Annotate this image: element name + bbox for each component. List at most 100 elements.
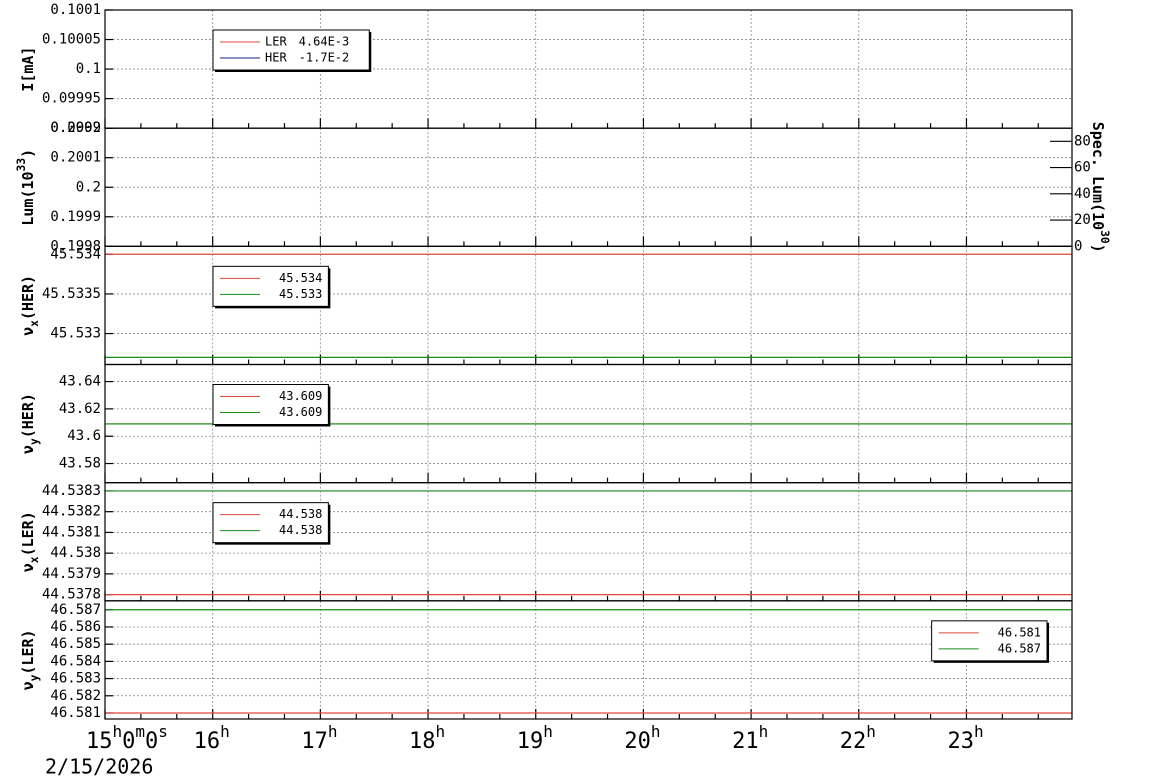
y2-axis-label: Spec. Lum(1030) bbox=[1090, 122, 1112, 253]
x-tick-label-part: h bbox=[651, 722, 661, 741]
x-tick-label-part: 16 bbox=[194, 729, 221, 754]
x-tick-label: 18h bbox=[409, 722, 445, 754]
y-tick-label: 44.5381 bbox=[42, 524, 101, 540]
y-axis-label-part: y bbox=[28, 674, 41, 681]
y-tick-label: 46.587 bbox=[50, 602, 101, 618]
x-tick-label-part: h bbox=[974, 722, 984, 741]
x-tick-label-part: h bbox=[866, 722, 876, 741]
x-tick-label-part: 20 bbox=[624, 729, 651, 754]
y-axis-label-part: y bbox=[28, 438, 41, 445]
legend-box bbox=[212, 265, 329, 307]
legend-value: 46.581 bbox=[998, 625, 1041, 639]
legend: LER 4.64E-3 HER -1.7E-2 bbox=[212, 29, 372, 72]
y-axis-label-part: (HER) bbox=[19, 275, 37, 320]
legend-value: 45.533 bbox=[279, 287, 322, 301]
x-tick-label: 22h bbox=[840, 722, 876, 754]
legend-value: 4.64E-3 bbox=[299, 35, 350, 49]
x-tick-label-part: 21 bbox=[732, 729, 759, 754]
y-tick-label: 0.1999 bbox=[50, 209, 101, 225]
y-tick-label: 46.586 bbox=[50, 619, 101, 635]
x-tick-label: 21h bbox=[732, 722, 768, 754]
y-tick-label: 43.62 bbox=[59, 401, 101, 417]
y-tick-label: 46.585 bbox=[50, 636, 101, 652]
x-tick-label-part: m bbox=[135, 722, 145, 741]
y-axis-label-part: x bbox=[28, 556, 41, 563]
y-axis-label-part: (LER) bbox=[19, 511, 37, 556]
y-axis-label: νy(LER) bbox=[19, 629, 41, 690]
y-tick-label: 44.5382 bbox=[42, 504, 101, 520]
y2-tick-label: 80 bbox=[1074, 133, 1091, 149]
y-tick-label: 45.5335 bbox=[42, 286, 101, 302]
y-tick-label: 46.581 bbox=[50, 705, 101, 721]
y-tick-label: 0.2001 bbox=[50, 150, 101, 166]
y-tick-label: 44.5378 bbox=[42, 587, 101, 603]
x-tick-label-part: 0 bbox=[122, 729, 135, 754]
legend-value: 44.538 bbox=[279, 507, 322, 521]
y-tick-label: 0.1 bbox=[76, 61, 101, 77]
legend-value: 45.534 bbox=[279, 271, 322, 285]
legend-value: 46.587 bbox=[998, 641, 1041, 655]
legend-name: HER bbox=[265, 51, 287, 65]
legend-box bbox=[212, 502, 329, 544]
legend-value: 44.538 bbox=[279, 523, 322, 537]
y-tick-label: 43.64 bbox=[59, 374, 101, 390]
legend-value: -1.7E-2 bbox=[299, 51, 350, 65]
y-tick-label: 46.582 bbox=[50, 688, 101, 704]
x-tick-label-part: 18 bbox=[409, 729, 436, 754]
y-axis-label-part: ν bbox=[19, 445, 37, 454]
x-tick-label-part: h bbox=[328, 722, 338, 741]
x-tick-label: 17h bbox=[301, 722, 337, 754]
y-axis-label: I[mA] bbox=[19, 47, 37, 92]
y-axis-label-part: x bbox=[28, 320, 41, 327]
x-tick-label-part: 19 bbox=[517, 729, 544, 754]
x-tick-label-part: 23 bbox=[947, 729, 974, 754]
y-tick-label: 45.533 bbox=[50, 326, 101, 342]
x-tick-label-part: 22 bbox=[840, 729, 867, 754]
x-tick-label-part: h bbox=[543, 722, 553, 741]
x-tick-label-part: s bbox=[158, 722, 168, 741]
y-axis-label-part: (LER) bbox=[19, 629, 37, 674]
y2-axis-label-part: ) bbox=[1090, 244, 1108, 253]
y-tick-label: 0.09995 bbox=[42, 91, 101, 107]
y-axis-label-part: ν bbox=[19, 563, 37, 572]
legend: 45.534 45.533 bbox=[212, 265, 331, 309]
y-tick-label: 46.584 bbox=[50, 653, 101, 669]
x-tick-label: 19h bbox=[517, 722, 553, 754]
x-tick-label-part: h bbox=[113, 722, 123, 741]
y-tick-label: 46.583 bbox=[50, 671, 101, 687]
y-tick-label: 44.5383 bbox=[42, 483, 101, 499]
y-tick-label: 44.5379 bbox=[42, 566, 101, 582]
y-axis-label-part: I[mA] bbox=[19, 47, 37, 92]
y-tick-label: 44.538 bbox=[50, 545, 101, 561]
legend: 43.609 43.609 bbox=[212, 384, 331, 427]
y2-tick-label: 20 bbox=[1074, 212, 1091, 228]
y-axis-label: νx(LER) bbox=[19, 511, 41, 572]
y-axis-label-part: (HER) bbox=[19, 393, 37, 438]
y-axis-label-part: 33 bbox=[15, 158, 28, 172]
y-axis-label-part: ) bbox=[19, 149, 37, 158]
y-tick-label: 0.1001 bbox=[50, 2, 101, 18]
legend-box bbox=[212, 384, 329, 425]
y-tick-label: 0.0999 bbox=[50, 120, 101, 136]
x-tick-label: 16h bbox=[194, 722, 230, 754]
y2-tick-label: 40 bbox=[1074, 186, 1091, 202]
x-tick-label-part: 15 bbox=[86, 729, 113, 754]
legend-value: 43.609 bbox=[279, 405, 322, 419]
x-tick-label-part: 17 bbox=[301, 729, 328, 754]
y-tick-label: 0.2002 bbox=[50, 120, 101, 136]
legend-value: 43.609 bbox=[279, 389, 322, 403]
legend-box bbox=[931, 620, 1048, 662]
x-tick-label-part: 0 bbox=[145, 729, 158, 754]
x-tick-label-part: h bbox=[759, 722, 769, 741]
x-tick-label: 15h0m0s bbox=[86, 722, 168, 754]
x-tick-label: 20h bbox=[624, 722, 660, 754]
y-tick-label: 43.58 bbox=[59, 456, 101, 472]
y-axis-label-part: Lum(10 bbox=[19, 171, 37, 225]
legend: 46.581 46.587 bbox=[931, 620, 1049, 663]
date-label: 2/15/2026 bbox=[45, 755, 153, 779]
legend-box bbox=[212, 29, 370, 71]
y-axis-label-part: ν bbox=[19, 681, 37, 690]
x-tick-label-part: h bbox=[436, 722, 446, 741]
y2-axis-label-part: Spec. Lum(10 bbox=[1090, 122, 1108, 230]
